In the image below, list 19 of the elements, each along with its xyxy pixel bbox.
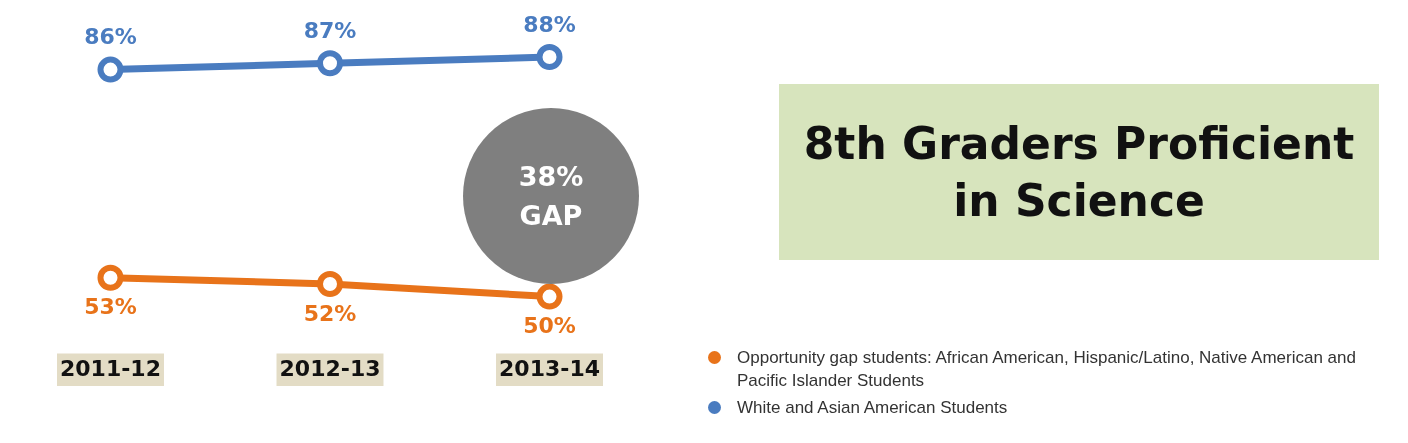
point xyxy=(536,283,563,310)
point xyxy=(536,44,563,70)
annotation: 38% GAP xyxy=(517,159,585,233)
legend-label: Opportunity gap students: African American, Hispanic/Latino, Native American and Pacific Islander Students xyxy=(737,347,1357,392)
point xyxy=(317,50,343,77)
data-label: 53% xyxy=(84,294,137,320)
data-label: 50% xyxy=(523,313,576,339)
point xyxy=(97,264,124,291)
legend-label: White and Asian American Students xyxy=(737,396,1008,419)
x-tick-label: 2012-13 xyxy=(279,355,381,381)
data-label: 52% xyxy=(303,300,357,326)
point xyxy=(97,56,124,83)
data-label: 87% xyxy=(303,18,357,44)
x-tick-label: 2011-12 xyxy=(60,355,161,381)
x-tick-label: 2013-14 xyxy=(499,355,600,381)
text: 8th Graders Proficient in Science xyxy=(779,84,1379,260)
data-label: 88% xyxy=(523,11,576,37)
data-label: 86% xyxy=(84,24,137,50)
point xyxy=(317,270,343,297)
